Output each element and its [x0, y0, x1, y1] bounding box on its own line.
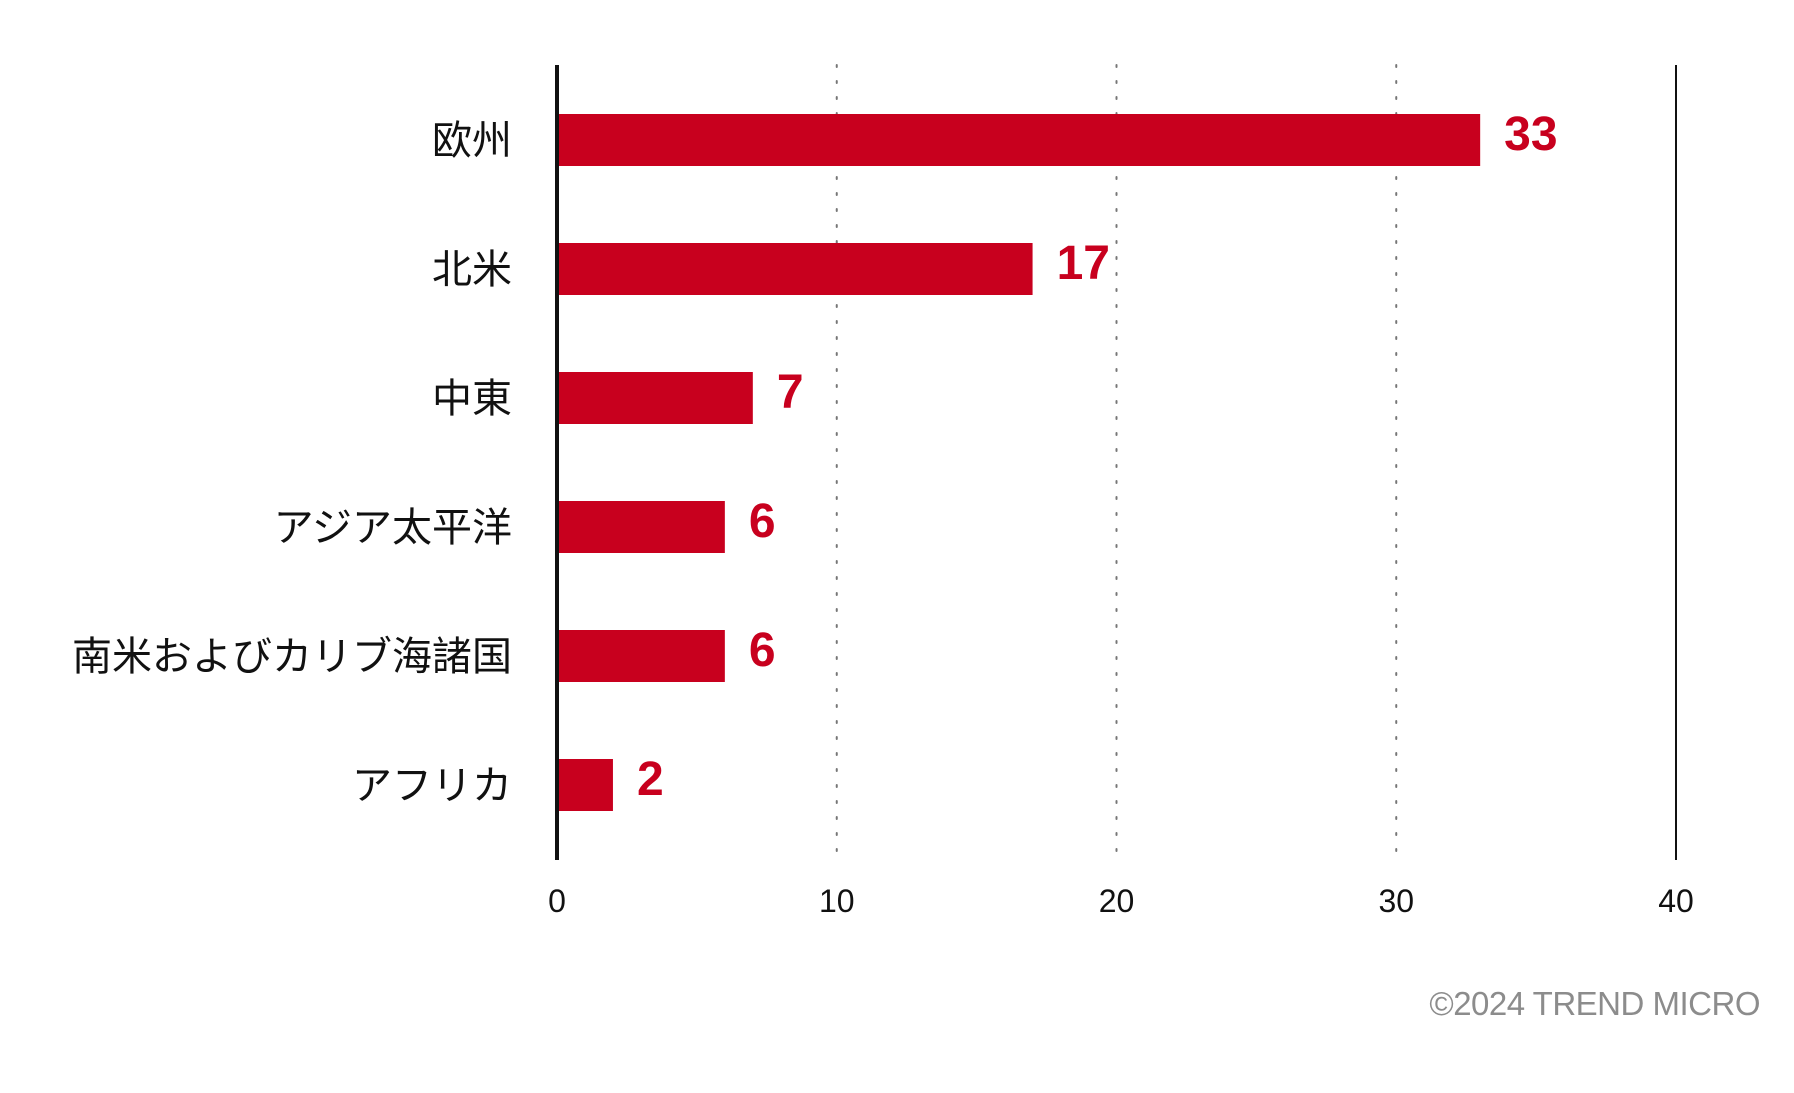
bar: [557, 372, 753, 424]
bar: [557, 759, 613, 811]
category-label: 北米: [432, 247, 512, 293]
data-label: 6: [749, 624, 776, 677]
bar: [557, 114, 1481, 166]
data-label: 7: [777, 366, 804, 419]
bar: [557, 243, 1033, 295]
category-label: 南米およびカリブ海諸国: [72, 634, 512, 680]
x-tick-label: 0: [548, 883, 566, 919]
x-tick-label: 20: [1099, 883, 1135, 919]
category-label: 中東: [432, 376, 512, 422]
data-label: 6: [749, 495, 776, 548]
category-label: 欧州: [432, 118, 512, 164]
x-tick-label: 30: [1378, 883, 1414, 919]
data-label: 17: [1057, 237, 1110, 290]
data-label: 2: [637, 753, 664, 806]
bar: [557, 630, 725, 682]
x-tick-label: 10: [819, 883, 855, 919]
bar: [557, 501, 725, 553]
category-label: アフリカ: [352, 763, 512, 809]
category-label: アジア太平洋: [274, 505, 512, 551]
copyright-text: ©2024 TREND MICRO: [1429, 985, 1760, 1022]
x-tick-label: 40: [1658, 883, 1694, 919]
data-label: 33: [1504, 108, 1557, 161]
